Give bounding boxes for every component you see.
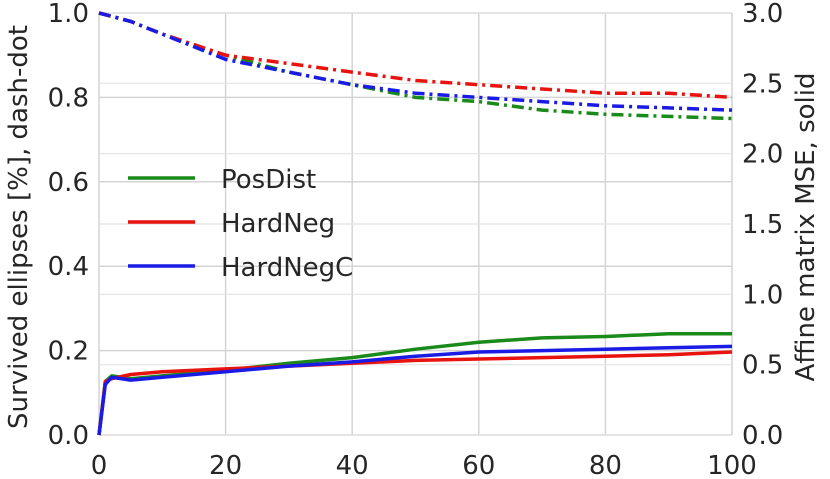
y-tick-label-right: 1.5 bbox=[742, 210, 783, 240]
y-tick-label-right: 0.0 bbox=[742, 421, 783, 451]
x-tick-label: 0 bbox=[91, 451, 108, 479]
x-tick-label: 80 bbox=[589, 451, 622, 479]
y-tick-label-right: 2.0 bbox=[742, 140, 783, 170]
y-tick-label-left: 0.0 bbox=[48, 421, 89, 451]
grid bbox=[98, 12, 733, 436]
x-tick-label: 100 bbox=[707, 451, 757, 479]
x-tick-label: 60 bbox=[462, 451, 495, 479]
x-tick-label: 20 bbox=[209, 451, 242, 479]
y-tick-label-right: 2.5 bbox=[742, 69, 783, 99]
y-tick-label-left: 0.2 bbox=[48, 337, 89, 367]
y-axis-title-right: Affine matrix MSE, solid bbox=[791, 73, 821, 382]
series-line-posdist-survived bbox=[98, 11, 733, 121]
y-tick-label-left: 0.6 bbox=[48, 168, 89, 198]
legend-label-hardneg: HardNeg bbox=[221, 209, 335, 239]
x-tick-label: 40 bbox=[336, 451, 369, 479]
series-line-hardnegc-survived bbox=[98, 11, 733, 112]
series-line-hardnegc-mse bbox=[97, 344, 733, 436]
y-tick-label-right: 1.0 bbox=[742, 280, 783, 310]
y-tick-label-left: 0.8 bbox=[48, 83, 89, 113]
y-tick-label-left: 1.0 bbox=[48, 0, 89, 29]
y-tick-label-right: 0.5 bbox=[742, 351, 783, 381]
y-tick-label-left: 0.4 bbox=[48, 252, 89, 282]
legend-label-posdist: PosDist bbox=[221, 165, 316, 195]
legend: PosDist HardNeg HardNegC bbox=[128, 165, 353, 283]
series-line-hardneg-survived bbox=[98, 11, 733, 100]
series-lines bbox=[97, 11, 733, 436]
axes: 0 20 40 60 80 1000.00.20.40.60.81.00.00.51.01… bbox=[48, 0, 784, 479]
legend-label-hardnegc: HardNegC bbox=[221, 253, 353, 283]
y-axis-title-left: Survived ellipses [%], dash-dot bbox=[4, 25, 34, 429]
y-tick-label-right: 3.0 bbox=[742, 0, 783, 29]
